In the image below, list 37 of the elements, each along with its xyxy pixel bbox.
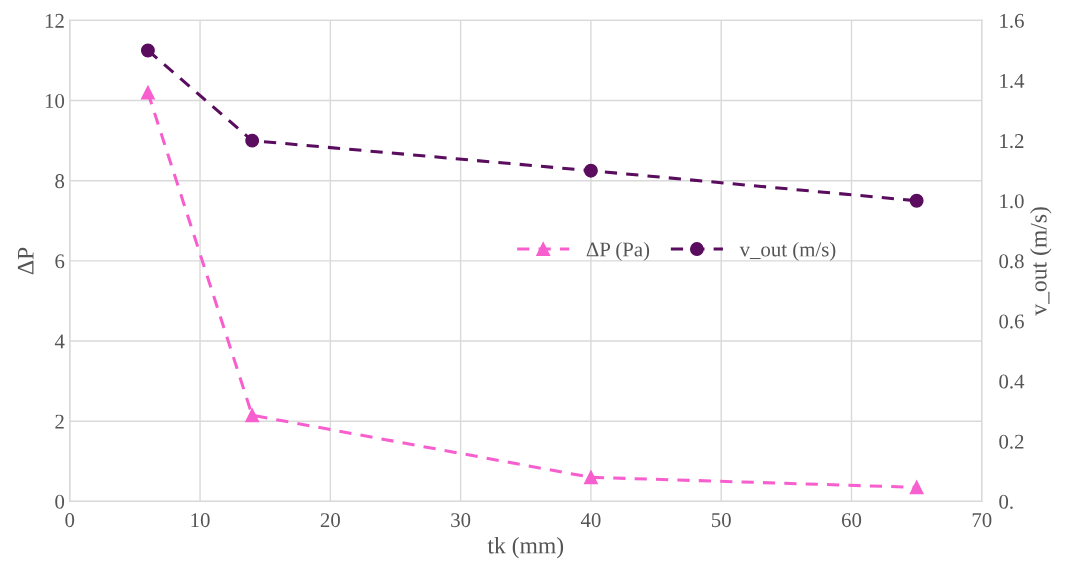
x-tick-label: 60 bbox=[841, 513, 862, 528]
x-tick-label: 70 bbox=[972, 513, 992, 528]
y-tick-label: 12 bbox=[45, 13, 64, 28]
y-tick-label: 0 bbox=[55, 494, 65, 509]
y2-tick-label: 0. bbox=[999, 494, 1013, 509]
x-tick-label: 20 bbox=[320, 513, 340, 528]
x-tick-label: 0 bbox=[65, 513, 75, 528]
point bbox=[909, 193, 924, 208]
point bbox=[140, 43, 155, 58]
point bbox=[583, 163, 598, 178]
x-tick-label: 30 bbox=[451, 513, 471, 528]
x-tick-label: 50 bbox=[712, 513, 731, 528]
y2-tick-label: 1.6 bbox=[1000, 13, 1024, 28]
point bbox=[583, 470, 598, 485]
x-tick-label: 10 bbox=[191, 513, 210, 528]
y2-tick-label: 1.0 bbox=[1000, 194, 1024, 209]
y-tick-label: 8 bbox=[55, 174, 65, 189]
y2-tick-label: 1.2 bbox=[1000, 134, 1024, 149]
y-axis-title: ΔP bbox=[17, 247, 34, 275]
x-tick-label: 40 bbox=[580, 513, 601, 528]
legend-label: ΔP (Pa) bbox=[586, 241, 650, 261]
legend-label: v_out (m/s) bbox=[739, 241, 836, 261]
point bbox=[245, 408, 260, 423]
y2-axis-title: v_out (m/s) bbox=[1030, 207, 1052, 316]
y-tick-label: 6 bbox=[55, 254, 65, 269]
x-axis-title: tk (mm) bbox=[487, 536, 564, 559]
y-tick-label: 2 bbox=[55, 414, 64, 429]
y-tick-label: 4 bbox=[54, 334, 65, 349]
point bbox=[245, 133, 260, 148]
y2-tick-label: 1.4 bbox=[1000, 74, 1025, 89]
y2-tick-label: 0.8 bbox=[999, 254, 1024, 269]
point bbox=[909, 480, 924, 495]
point bbox=[140, 85, 155, 100]
y2-tick-label: 0.4 bbox=[999, 374, 1025, 389]
y2-tick-label: 0.6 bbox=[999, 314, 1024, 329]
y2-tick-label: 0.2 bbox=[999, 434, 1024, 449]
y-tick-label: 10 bbox=[45, 93, 65, 108]
